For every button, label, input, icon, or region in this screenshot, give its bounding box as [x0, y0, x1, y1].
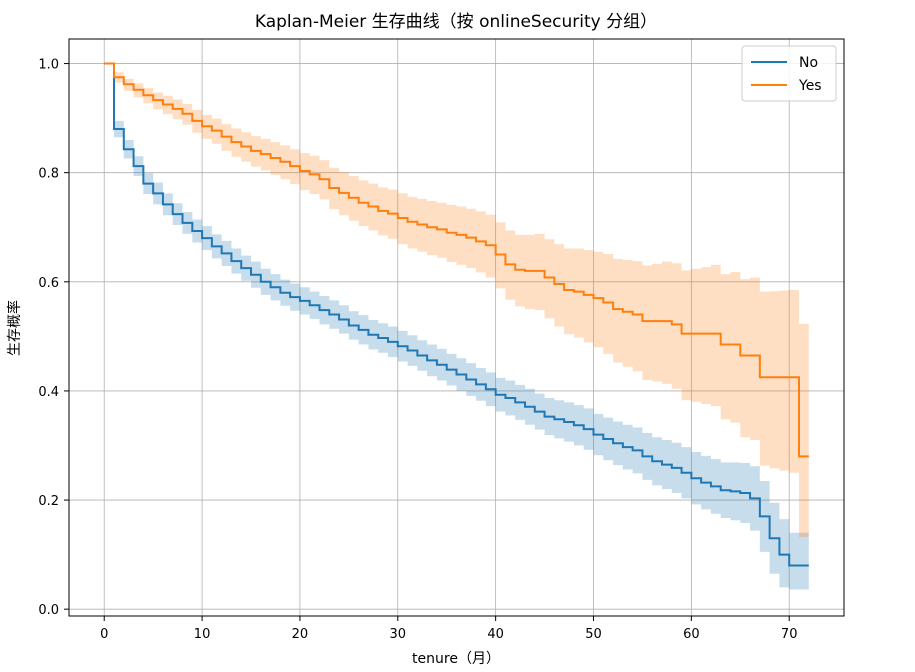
x-axis-label: tenure（月）	[412, 651, 500, 667]
x-tick-label: 30	[390, 627, 407, 642]
x-tick-label: 40	[487, 627, 504, 642]
y-tick-label: 0.8	[38, 167, 59, 182]
x-tick-label: 0	[100, 627, 108, 642]
legend: No Yes	[741, 45, 837, 102]
legend-box	[741, 45, 837, 102]
x-tick-label: 50	[585, 627, 602, 642]
x-tick-label: 20	[292, 627, 309, 642]
x-tick-label: 70	[781, 627, 798, 642]
legend-label-no: No	[799, 55, 818, 71]
x-tick-label: 10	[194, 627, 211, 642]
survival-curve-yes	[104, 62, 809, 458]
y-tick-label: 1.0	[38, 58, 59, 73]
legend-label-yes: Yes	[798, 78, 822, 94]
survival-curve-no	[104, 62, 809, 567]
y-tick-label: 0.0	[38, 603, 59, 618]
ci-band-no	[104, 63, 809, 590]
ci-band-yes	[104, 63, 809, 538]
grid-lines	[69, 39, 844, 616]
y-axis-ticks: 0.0 0.2 0.4 0.6 0.8 1.0	[38, 58, 69, 618]
x-axis-ticks: 0 10 20 30 40 50 60 70	[100, 616, 797, 642]
chart-title: Kaplan-Meier 生存曲线（按 onlineSecurity 分组）	[255, 12, 657, 32]
y-tick-label: 0.4	[38, 385, 59, 400]
y-axis-label: 生存概率	[6, 300, 23, 356]
y-tick-label: 0.2	[38, 494, 59, 509]
survival-curves	[104, 62, 809, 567]
x-tick-label: 60	[683, 627, 700, 642]
y-tick-label: 0.6	[38, 276, 59, 291]
plot-frame	[68, 38, 845, 617]
confidence-bands	[104, 63, 809, 590]
